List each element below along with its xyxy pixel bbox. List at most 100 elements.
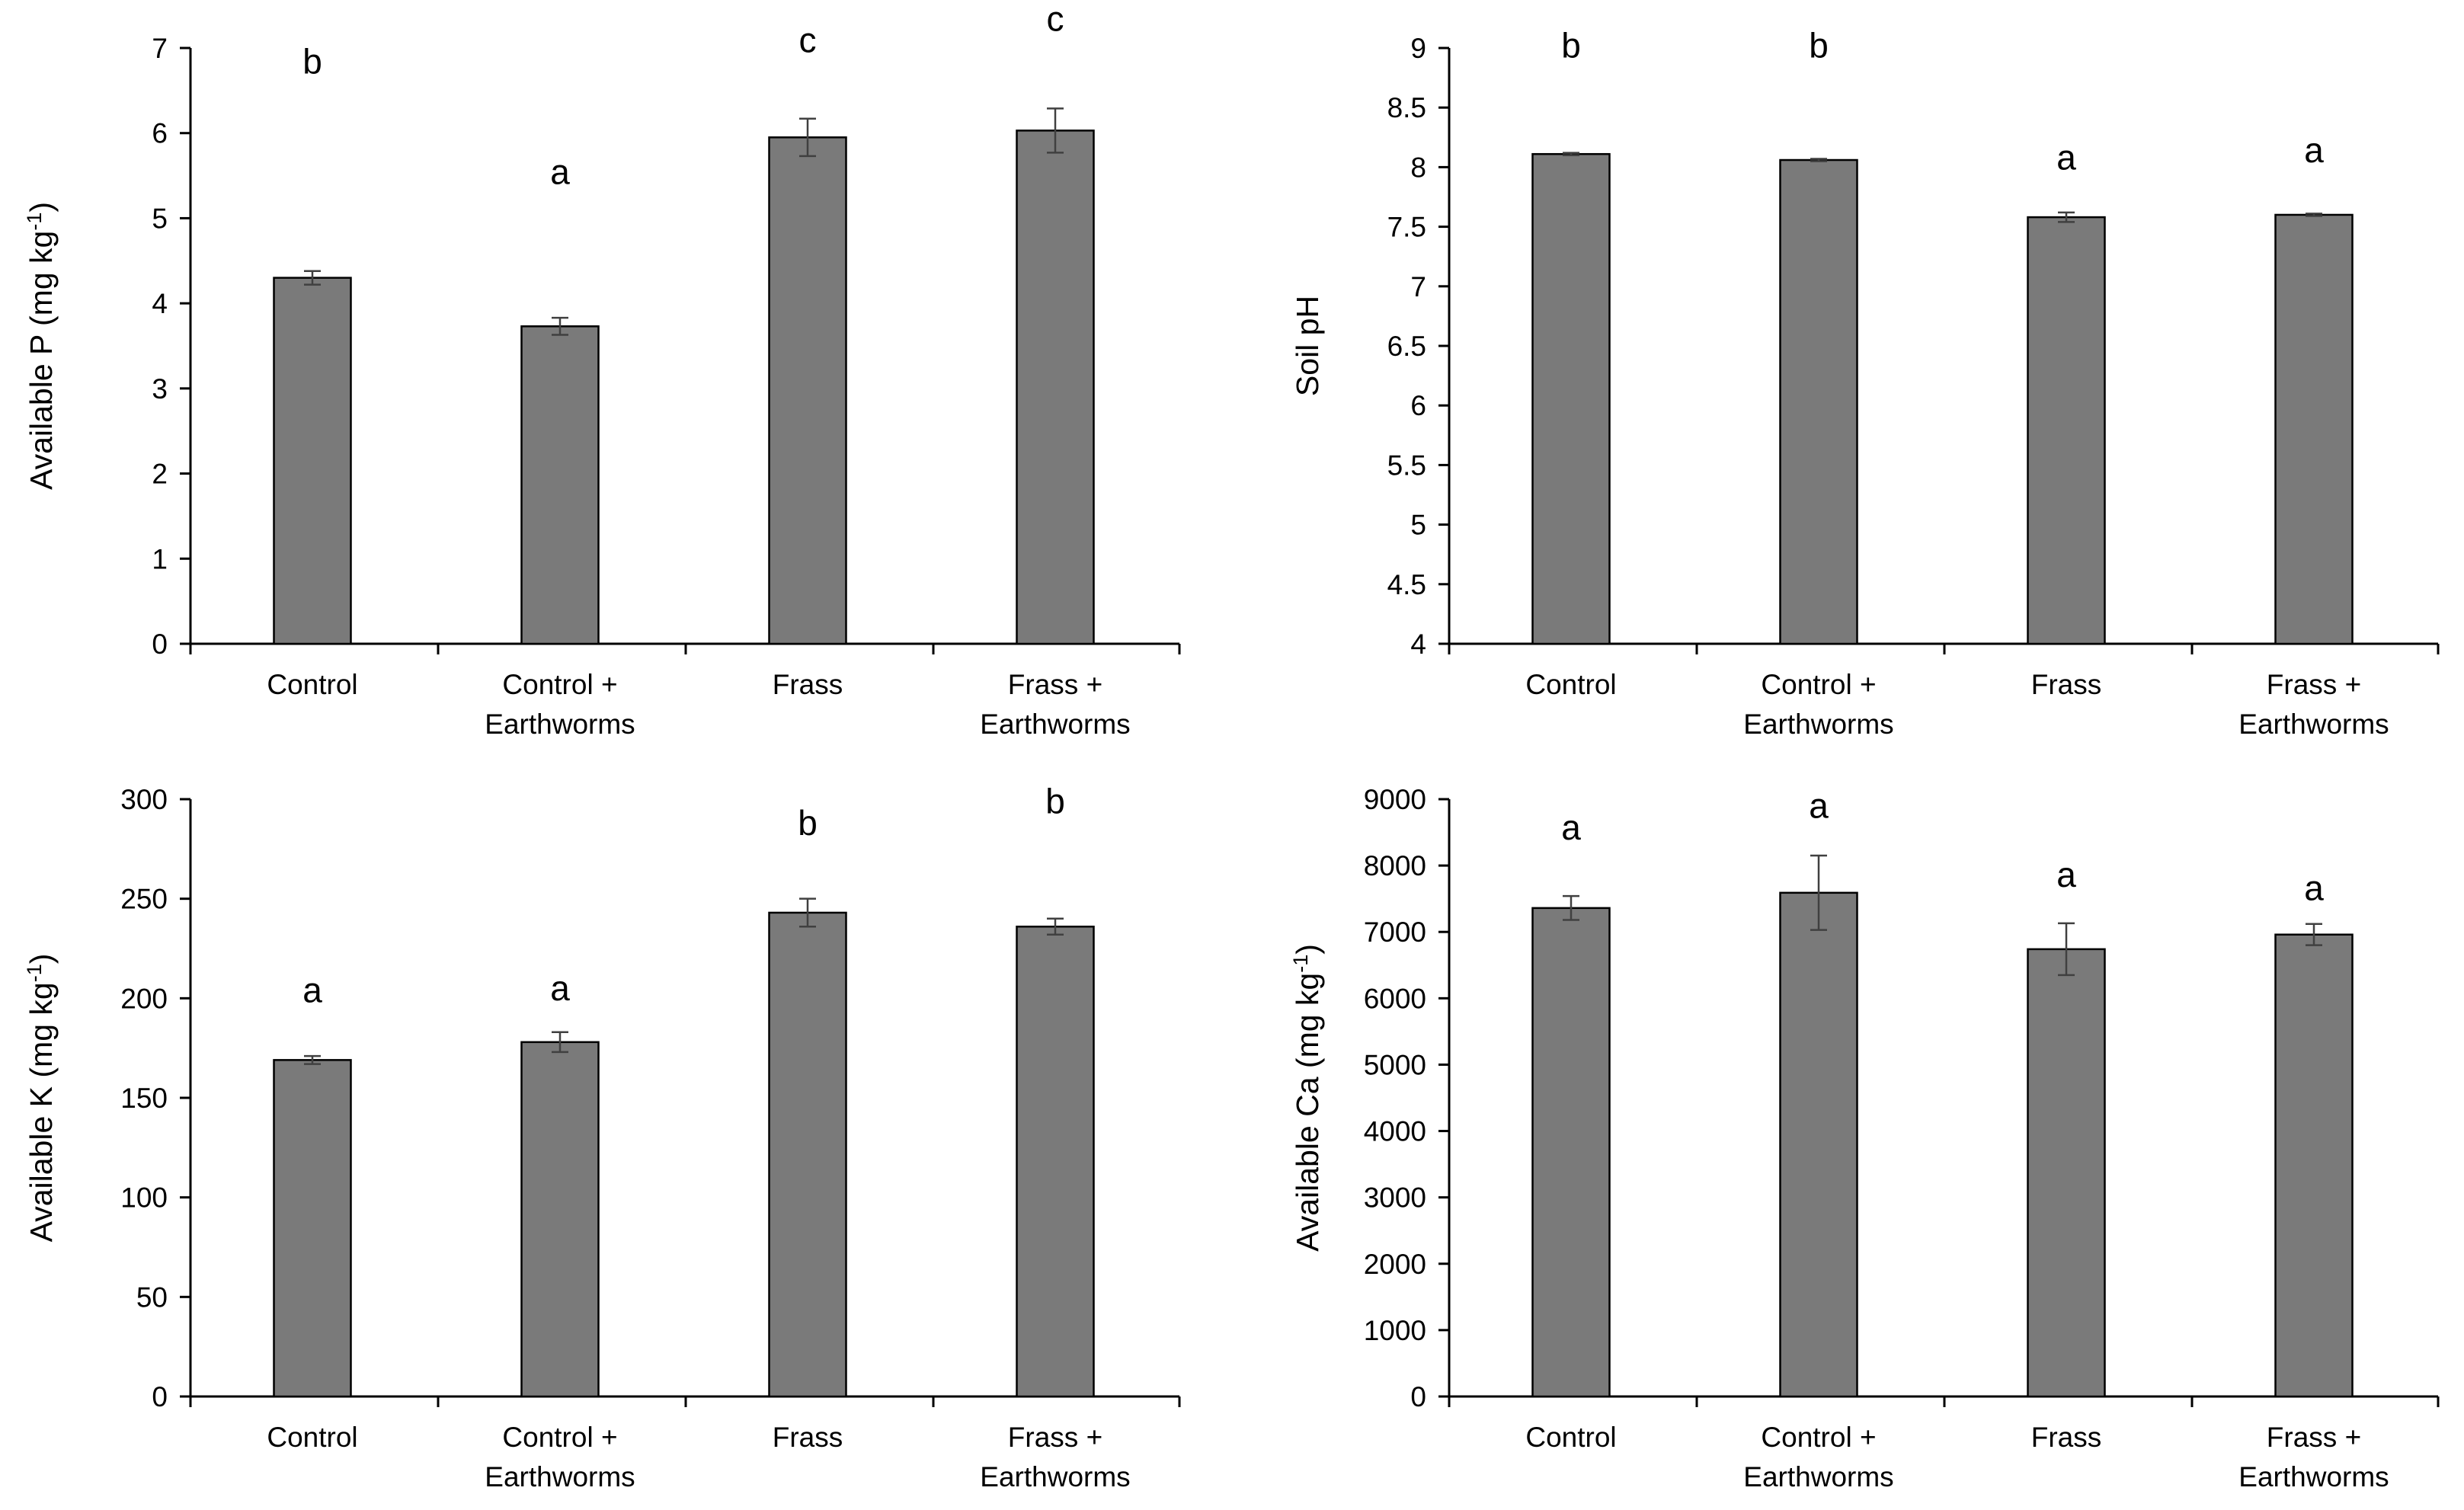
y-axis-title-superscript: -1 (23, 964, 46, 982)
y-tick-label: 9 (1410, 33, 1426, 64)
y-axis-title-superscript: -1 (23, 213, 46, 231)
y-tick-label: 2 (152, 459, 168, 490)
chart-panel-k: 0 50 100 150 200 250 300 a Control a Control + Eart… (23, 781, 1181, 1492)
y-axis-title-text: Available P (mg kg (24, 231, 59, 490)
y-tick-label: 8000 (1364, 850, 1426, 881)
bar (1016, 130, 1095, 645)
y-tick-label: 7 (152, 33, 168, 64)
x-category-label: Frass (773, 669, 843, 700)
x-category-label: Frass (773, 1422, 843, 1453)
y-tick-label: 5.5 (1387, 449, 1426, 481)
x-category-label: Control + (502, 669, 617, 700)
x-category-label: Control + (502, 1422, 617, 1453)
y-axis-title-end: ) (24, 954, 59, 965)
x-category-label: Control (267, 1422, 357, 1453)
y-tick-label: 9000 (1364, 784, 1426, 815)
y-axis-title-text: Available Ca (mg kg (1290, 973, 1325, 1252)
y-tick-label: 0 (152, 629, 168, 660)
y-tick-label: 1000 (1364, 1315, 1426, 1346)
significance-letter: a (2304, 130, 2324, 170)
y-tick-label: 7 (1410, 271, 1426, 302)
bar (2027, 948, 2106, 1398)
y-axis-title-end: ) (24, 202, 59, 213)
chart-panel-ca: 0 1000 2000 3000 4000 5000 6000 7000 8000 9000 a Co… (1289, 784, 2440, 1492)
x-category-label: Earthworms (2238, 709, 2389, 740)
y-tick-label: 300 (120, 784, 168, 815)
bar (2027, 216, 2106, 645)
y-tick-label: 0 (1410, 1381, 1426, 1412)
bar (768, 136, 847, 645)
bar (273, 277, 352, 645)
x-category-label: Earthworms (980, 709, 1130, 740)
y-axis-title: Available P (mg kg-1) (23, 202, 59, 490)
y-tick-label: 8 (1410, 152, 1426, 183)
y-tick-label: 5 (1410, 510, 1426, 541)
x-category-label: Earthworms (1743, 709, 1893, 740)
y-tick-label: 7000 (1364, 917, 1426, 948)
x-category-label: Earthworms (980, 1461, 1130, 1492)
y-axis-title: Available K (mg kg-1) (23, 954, 59, 1243)
bar (2274, 213, 2354, 645)
y-axis-title-superscript: -1 (1289, 955, 1312, 973)
y-tick-label: 0 (152, 1381, 168, 1412)
significance-letter: a (302, 971, 322, 1010)
x-category-label: Frass (2031, 669, 2102, 700)
bar (1779, 891, 1858, 1398)
x-category-label: Control + (1761, 1422, 1876, 1453)
y-tick-label: 50 (136, 1281, 168, 1313)
bar (273, 1059, 352, 1398)
chart-panel-ph: 4 4.5 5 5.5 6 6.5 7 7.5 8 8.5 9 b Control b Control + E… (1290, 26, 2440, 740)
chart-panel-p: 0 1 2 3 4 5 6 7 b Control a Control + Earthworms c Fra… (23, 0, 1181, 740)
x-category-label: Earthworms (485, 1461, 635, 1492)
y-tick-label: 4 (152, 288, 168, 319)
y-tick-label: 5 (152, 203, 168, 234)
y-axis-title: Available Ca (mg kg-1) (1289, 944, 1325, 1252)
y-tick-label: 1 (152, 543, 168, 574)
y-tick-label: 6 (152, 118, 168, 149)
y-tick-label: 3000 (1364, 1182, 1426, 1214)
significance-letter: a (1561, 808, 1581, 847)
significance-letter: b (302, 42, 322, 82)
y-tick-label: 6000 (1364, 983, 1426, 1014)
y-tick-label: 200 (120, 983, 168, 1014)
y-axis-title-end: ) (1290, 944, 1325, 955)
y-axis-title-text: Available K (mg kg (24, 982, 59, 1242)
x-category-label: Earthworms (485, 709, 635, 740)
bar (520, 325, 600, 645)
x-category-label: Frass + (1008, 1422, 1102, 1453)
significance-letter: a (2056, 138, 2076, 178)
x-category-label: Earthworms (2238, 1461, 2389, 1492)
bar (520, 1041, 600, 1398)
y-axis-title-text: Soil pH (1290, 296, 1325, 396)
y-tick-label: 4.5 (1387, 569, 1426, 600)
significance-letter: c (799, 21, 817, 60)
y-tick-label: 6 (1410, 390, 1426, 421)
significance-letter: a (2056, 855, 2076, 894)
x-category-label: Control (1525, 669, 1616, 700)
y-tick-label: 150 (120, 1083, 168, 1114)
y-tick-label: 3 (152, 373, 168, 405)
y-tick-label: 4000 (1364, 1116, 1426, 1147)
significance-letter: b (798, 803, 818, 843)
y-tick-label: 7.5 (1387, 212, 1426, 243)
bar (1531, 907, 1611, 1398)
significance-letter: b (1809, 26, 1829, 66)
y-axis-title: Soil pH (1290, 296, 1325, 396)
y-tick-label: 6.5 (1387, 331, 1426, 362)
significance-letter: c (1047, 0, 1064, 39)
y-tick-label: 100 (120, 1182, 168, 1214)
y-tick-label: 2000 (1364, 1249, 1426, 1280)
bar (768, 911, 847, 1398)
y-tick-label: 250 (120, 884, 168, 915)
bar (1531, 152, 1611, 645)
x-category-label: Control + (1761, 669, 1876, 700)
significance-letter: a (1809, 785, 1829, 825)
significance-letter: a (550, 968, 570, 1008)
significance-letter: b (1561, 26, 1581, 66)
x-category-label: Frass + (2267, 669, 2361, 700)
y-tick-label: 4 (1410, 629, 1426, 660)
x-category-label: Frass (2031, 1422, 2102, 1453)
significance-letter: a (550, 152, 570, 192)
bar (2274, 933, 2354, 1398)
